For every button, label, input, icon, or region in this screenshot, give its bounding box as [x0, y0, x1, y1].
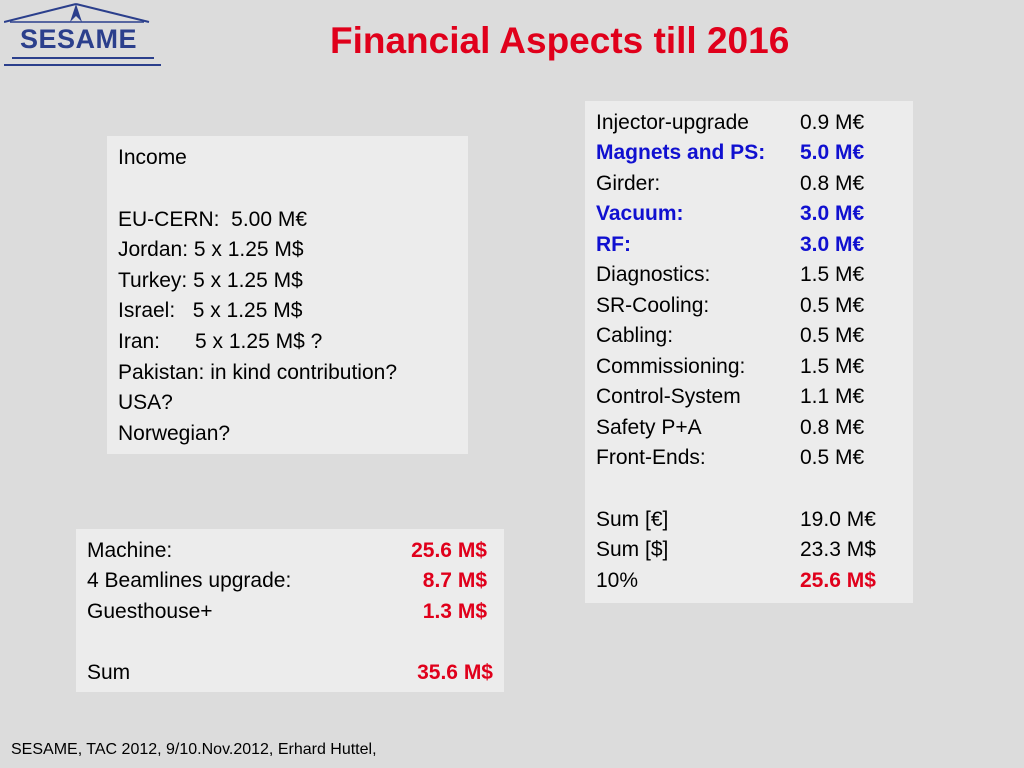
cost-label: Commissioning: [596, 355, 746, 378]
cost-row-sr-cooling: SR-Cooling: 0.5 M€ [585, 294, 913, 324]
cost-label: 10% [596, 569, 639, 592]
income-line: EU-CERN: 5.00 M€ [118, 208, 308, 231]
cost-value: 5.0 M€ [800, 141, 865, 164]
cost-row-vacuum: Vacuum: 3.0 M€ [585, 202, 913, 232]
cost-value: 0.5 M€ [800, 324, 865, 347]
summary-row-guesthouse: Guesthouse+ 1.3 M$ [76, 600, 504, 630]
cost-label: Girder: [596, 172, 661, 195]
summary-value: 8.7 M$ [422, 569, 487, 592]
cost-row-rf: RF: 3.0 M€ [585, 233, 913, 263]
cost-row-cabling: Cabling: 0.5 M€ [585, 324, 913, 354]
cost-value: 23.3 M$ [800, 538, 876, 561]
cost-label: Front-Ends: [596, 446, 706, 469]
logo-text: SESAME [20, 24, 138, 54]
summary-label: Machine: [87, 539, 173, 562]
cost-value: 0.8 M€ [800, 416, 865, 439]
summary-label: Sum [87, 661, 131, 684]
page-title: Financial Aspects till 2016 [330, 20, 790, 61]
cost-row-safety: Safety P+A 0.8 M€ [585, 416, 913, 446]
income-line: USA? [118, 391, 173, 414]
income-line: Jordan: 5 x 1.25 M$ [118, 238, 304, 261]
cost-label: SR-Cooling: [596, 294, 710, 317]
summary-row-machine: Machine: 25.6 M$ [76, 539, 504, 569]
cost-value: 19.0 M€ [800, 508, 876, 531]
cost-row-control-system: Control-System 1.1 M€ [585, 385, 913, 415]
cost-value: 0.5 M€ [800, 446, 865, 469]
cost-value: 1.5 M€ [800, 263, 865, 286]
cost-label: Sum [€] [596, 508, 669, 531]
cost-row-sum-eur: Sum [€] 19.0 M€ [585, 508, 913, 538]
cost-row-commissioning: Commissioning: 1.5 M€ [585, 355, 913, 385]
summary-label: Guesthouse+ [87, 600, 213, 623]
logo-graphic [4, 3, 161, 66]
cost-row-girder: Girder: 0.8 M€ [585, 172, 913, 202]
cost-row-front-ends: Front-Ends: 0.5 M€ [585, 446, 913, 476]
cost-row-injector: Injector-upgrade 0.9 M€ [585, 111, 913, 141]
cost-label: Control-System [596, 385, 741, 408]
cost-value: 3.0 M€ [800, 202, 865, 225]
income-box: Income EU-CERN: 5.00 M€ Jordan: 5 x 1.25… [107, 136, 468, 454]
income-line: Turkey: 5 x 1.25 M$ [118, 269, 303, 292]
total-summary-box: Machine: 25.6 M$ 4 Beamlines upgrade: 8.… [76, 529, 504, 692]
cost-value: 3.0 M€ [800, 233, 865, 256]
summary-value: 1.3 M$ [422, 600, 487, 623]
summary-value: 25.6 M$ [411, 539, 487, 562]
footer-text: SESAME, TAC 2012, 9/10.Nov.2012, Erhard … [11, 741, 377, 758]
cost-label: Vacuum: [596, 202, 684, 225]
cost-label: Injector-upgrade [596, 111, 749, 134]
cost-value: 0.8 M€ [800, 172, 865, 195]
cost-row-magnets: Magnets and PS: 5.0 M€ [585, 141, 913, 171]
cost-label: RF: [596, 233, 631, 256]
income-line: Iran: 5 x 1.25 M$ ? [118, 330, 323, 353]
cost-label: Magnets and PS: [596, 141, 766, 164]
summary-row-sum: Sum 35.6 M$ [76, 661, 504, 691]
cost-value: 1.5 M€ [800, 355, 865, 378]
income-line: Norwegian? [118, 422, 231, 445]
cost-row-ten-percent: 10% 25.6 M$ [585, 569, 913, 599]
income-heading: Income [118, 146, 187, 169]
cost-label: Safety P+A [596, 416, 702, 439]
summary-row-beamlines: 4 Beamlines upgrade: 8.7 M$ [76, 569, 504, 599]
cost-row-diagnostics: Diagnostics: 1.5 M€ [585, 263, 913, 293]
cost-breakdown-box: Injector-upgrade 0.9 M€ Magnets and PS: … [585, 101, 913, 603]
cost-label: Cabling: [596, 324, 674, 347]
summary-value: 35.6 M$ [417, 661, 493, 684]
cost-label: Diagnostics: [596, 263, 711, 286]
sesame-logo: SESAME [4, 2, 164, 70]
cost-value: 0.9 M€ [800, 111, 865, 134]
cost-value: 0.5 M€ [800, 294, 865, 317]
cost-row-sum-usd: Sum [$] 23.3 M$ [585, 538, 913, 568]
cost-value: 1.1 M€ [800, 385, 865, 408]
income-line: Israel: 5 x 1.25 M$ [118, 299, 303, 322]
cost-value: 25.6 M$ [800, 569, 876, 592]
cost-label: Sum [$] [596, 538, 669, 561]
income-line: Pakistan: in kind contribution? [118, 361, 397, 384]
summary-label: 4 Beamlines upgrade: [87, 569, 292, 592]
